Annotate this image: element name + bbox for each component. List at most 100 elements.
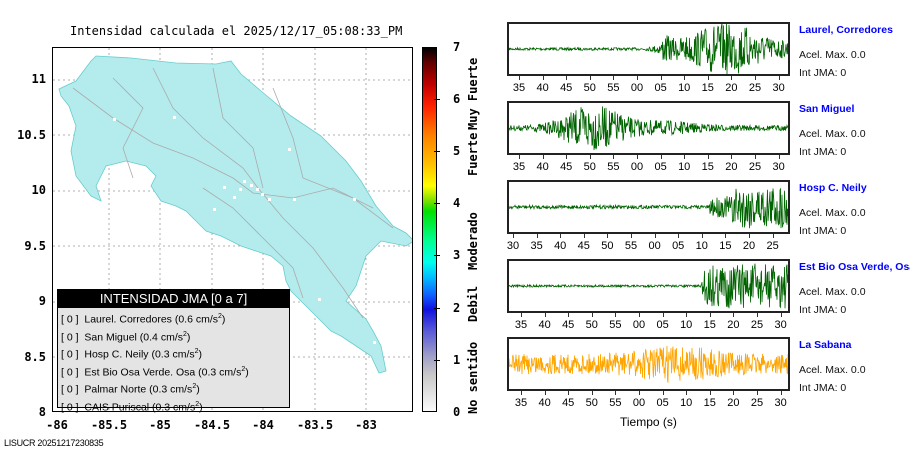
footer-id: LISUCR 20251217230835 [4, 438, 104, 448]
tick-mark [684, 155, 686, 159]
tick-mark [566, 155, 568, 159]
x-axis-label: Tiempo (s) [620, 415, 677, 429]
time-tick-label: 15 [719, 240, 732, 252]
tick-mark [607, 234, 609, 238]
tick-mark [662, 391, 664, 395]
station-acel: Acel. Max. 0.0 [799, 49, 866, 61]
tick-mark [709, 313, 711, 317]
time-tick-label: 20 [727, 397, 740, 409]
tick-mark [780, 313, 782, 317]
lon-tick: -83.5 [296, 418, 334, 432]
station-int: Int JMA: 0 [799, 382, 847, 394]
tick-mark [519, 76, 520, 80]
time-tick-label: 50 [583, 82, 596, 94]
time-tick-label: 45 [562, 397, 575, 409]
colorbar-label: 1 [453, 352, 461, 367]
tick-mark [707, 155, 709, 159]
colorbar-label: 7 [453, 40, 461, 54]
colorbar-category: Debil [466, 285, 480, 322]
time-tick-label: 05 [656, 397, 669, 409]
time-tick-label: 10 [680, 397, 693, 409]
time-tick-label: 55 [607, 82, 620, 94]
time-tick-label: 05 [672, 240, 685, 252]
colorbar-label: 0 [453, 404, 461, 419]
time-tick-label: 00 [648, 240, 661, 252]
time-tick-label: 10 [678, 161, 691, 173]
station-name: Hosp C. Neily [799, 182, 867, 194]
legend-sup: 2 [192, 383, 197, 390]
colorbar-tick [434, 307, 440, 309]
tick-mark [757, 313, 758, 317]
time-tick-label: 35 [514, 397, 528, 409]
lat-tick: 10 [31, 183, 46, 197]
time-tick-label: 50 [585, 397, 598, 409]
legend-item: [ 0 ] Hosp C. Neily (0.3 cm/s2) [58, 343, 289, 361]
tick-mark [589, 155, 591, 159]
colorbar-category: Fuerte [466, 132, 480, 176]
legend-paren: ) [196, 383, 200, 396]
time-tick-label: 40 [554, 240, 567, 252]
tick-mark [513, 234, 514, 238]
colorbar-tick [434, 151, 440, 153]
legend-station: Palmar Norte (0.3 cm/s [84, 383, 193, 396]
time-tick-label: 05 [656, 319, 669, 331]
tick-mark [709, 391, 711, 395]
time-tick-label: 10 [680, 319, 693, 331]
waveform-panel [507, 259, 790, 313]
legend-station: Est Bio Osa Verde. Osa (0.3 cm/s [84, 366, 242, 378]
tick-mark [542, 155, 544, 159]
colorbar-category: Moderado [466, 212, 480, 270]
tick-mark [583, 234, 585, 238]
station-acel: Acel. Max. 0.0 [799, 364, 866, 376]
tick-mark [521, 391, 522, 395]
time-tick-label: 25 [766, 240, 779, 252]
tick-mark [733, 391, 735, 395]
tick-mark [639, 391, 640, 395]
tick-mark [731, 76, 733, 80]
legend-item: [ 0 ] Palmar Norte (0.3 cm/s2) [58, 378, 289, 396]
lat-tick: 10.5 [17, 128, 46, 142]
tick-mark [613, 76, 615, 80]
tick-mark [637, 76, 638, 80]
tick-mark [686, 391, 688, 395]
time-tick-label: 25 [748, 161, 762, 173]
time-tick-label: 05 [654, 161, 667, 173]
time-tick-label: 50 [585, 319, 598, 331]
time-tick-label: 15 [701, 161, 714, 173]
station-acel: Acel. Max. 0.0 [799, 286, 866, 298]
time-tick-label: 20 [725, 82, 738, 94]
legend-station: San Miguel (0.4 cm/s [84, 331, 183, 343]
colorbar-tick [434, 203, 440, 205]
tick-mark [660, 76, 662, 80]
tick-mark [637, 155, 638, 159]
time-tick-label: 50 [583, 161, 596, 173]
legend-intensity: [ 0 ] [61, 348, 79, 361]
waveform-panel [507, 22, 790, 76]
legend-item: [ 0 ] Laurel. Corredores (0.6 cm/s2) [58, 308, 289, 326]
tick-mark [778, 155, 780, 159]
colorbar-label: 3 [453, 248, 461, 263]
legend-station: Hosp C. Neily (0.3 cm/s [84, 348, 195, 361]
costa-rica-land [58, 55, 412, 374]
tick-mark [733, 313, 735, 317]
time-tick-label: 40 [538, 319, 551, 331]
time-tick-label: 00 [630, 82, 644, 94]
legend-item: [ 0 ] San Miguel (0.4 cm/s2) [58, 326, 289, 344]
waveform-panel [507, 337, 790, 391]
tick-mark [678, 234, 680, 238]
time-tick-label: 55 [609, 397, 622, 409]
legend-paren: ) [199, 401, 203, 413]
legend-sup: 2 [182, 330, 187, 338]
time-tick-label: 40 [536, 82, 549, 94]
tick-mark [544, 391, 546, 395]
station-acel: Acel. Max. 0.0 [799, 128, 866, 140]
lon-tick: -85.5 [90, 418, 128, 432]
legend-intensity: [ 0 ] [61, 313, 79, 326]
tick-mark [660, 155, 662, 159]
time-tick-label: 15 [701, 82, 714, 94]
colorbar-tick [434, 99, 440, 101]
tick-mark [662, 313, 664, 317]
waveform-panel [507, 101, 790, 155]
waveform-trace [509, 345, 788, 383]
tick-mark [589, 76, 591, 80]
